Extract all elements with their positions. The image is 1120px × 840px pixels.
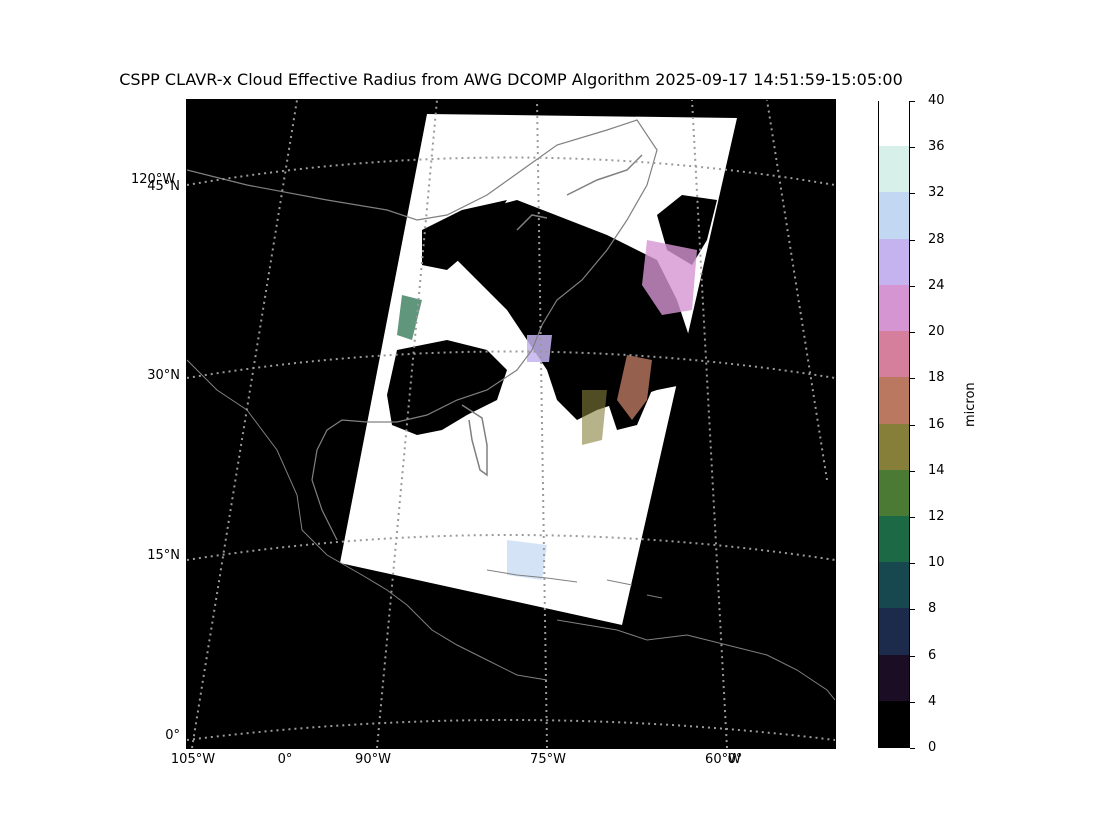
- colorbar: [878, 99, 910, 748]
- lat-label-15n: 15°N: [147, 548, 180, 563]
- map-panel: [187, 100, 835, 748]
- lon-label-120w: 120°W: [131, 172, 176, 187]
- colorbar-segment: [879, 99, 909, 147]
- colorbar-tick-mark: [910, 239, 915, 241]
- map-svg: [187, 100, 835, 748]
- patch-lavender: [527, 335, 552, 362]
- south-america-coast: [556, 619, 835, 701]
- lon-label-60w: 60°W: [705, 752, 741, 767]
- patch-olive: [582, 390, 607, 445]
- colorbar-tick-label: 40: [928, 93, 945, 108]
- colorbar-segment: [879, 515, 909, 563]
- colorbar-tick-label: 10: [928, 555, 945, 571]
- colorbar-tick-label: 24: [928, 277, 945, 293]
- colorbar-segment: [879, 700, 909, 747]
- colorbar-tick-label: 0: [928, 740, 937, 755]
- clear-sky-north: [422, 200, 507, 270]
- colorbar-segment: [879, 654, 909, 701]
- coastline-us: [187, 119, 658, 541]
- chart-title: CSPP CLAVR-x Cloud Effective Radius from…: [119, 70, 903, 89]
- lat-label-0: 0°: [165, 728, 180, 743]
- colorbar-tick-mark: [910, 470, 915, 472]
- colorbar-tick-mark: [910, 378, 915, 380]
- colorbar-tick-mark: [910, 609, 915, 611]
- colorbar-tick-mark: [910, 285, 915, 287]
- colorbar-tick-mark: [910, 147, 915, 149]
- florida: [461, 404, 488, 477]
- colorbar-segment: [879, 284, 909, 332]
- colorbar-tick-label: 8: [928, 601, 937, 617]
- colorbar-tick-mark: [910, 563, 915, 565]
- colorbar-tick-mark: [910, 193, 915, 195]
- lat-label-45n: 45°N: [147, 179, 180, 194]
- colorbar-tick-label: 28: [928, 231, 945, 247]
- patch-blue: [507, 540, 547, 580]
- colorbar-tick-label: 20: [928, 324, 945, 340]
- colorbar-segment: [879, 469, 909, 516]
- colorbar-tick-mark: [910, 332, 915, 334]
- colorbar-tick-mark: [910, 424, 915, 426]
- colorbar-tick-mark: [910, 655, 915, 657]
- patch-green: [397, 295, 422, 340]
- colorbar-segment: [879, 376, 909, 424]
- lon-label-75w: 75°W: [530, 752, 566, 767]
- colorbar-segment: [879, 561, 909, 609]
- colorbar-tick-label: 16: [928, 416, 945, 432]
- clear-sky-gulf: [387, 340, 507, 435]
- lon-label-90w: 90°W: [355, 752, 391, 767]
- lon-label-0-a: 0°: [277, 752, 293, 767]
- colorbar-tick-label: 4: [928, 693, 937, 709]
- patch-pink: [642, 240, 697, 315]
- graticule: [187, 100, 835, 748]
- colorbar-tick-mark: [910, 101, 915, 102]
- colorbar-tick-label: 6: [928, 647, 937, 663]
- colorbar-segment: [879, 607, 909, 655]
- great-lakes: [516, 154, 643, 231]
- colorbar-segment: [879, 330, 909, 378]
- lat-label-30n: 30°N: [147, 368, 180, 383]
- lon-label-105w: 105°W: [170, 752, 216, 767]
- colorbar-tick-mark: [910, 516, 915, 518]
- colorbar-segment: [879, 145, 909, 193]
- lon-label-0-b: 0°: [727, 752, 743, 767]
- colorbar-segment: [879, 423, 909, 470]
- colorbar-segment: [879, 238, 909, 285]
- colorbar-tick-label: 36: [928, 139, 945, 155]
- colorbar-tick-mark: [910, 701, 915, 703]
- colorbar-tick-label: 32: [928, 185, 945, 201]
- colorbar-tick-mark: [910, 748, 915, 749]
- caribbean-islands: [486, 569, 663, 599]
- colorbar-title: micron: [963, 382, 978, 427]
- patch-brown: [617, 355, 652, 420]
- colorbar-segment: [879, 191, 909, 239]
- colorbar-tick-label: 14: [928, 462, 945, 478]
- mexico-coast: [187, 359, 548, 681]
- colorbar-tick-label: 18: [928, 370, 945, 386]
- colorbar-tick-label: 12: [928, 508, 945, 524]
